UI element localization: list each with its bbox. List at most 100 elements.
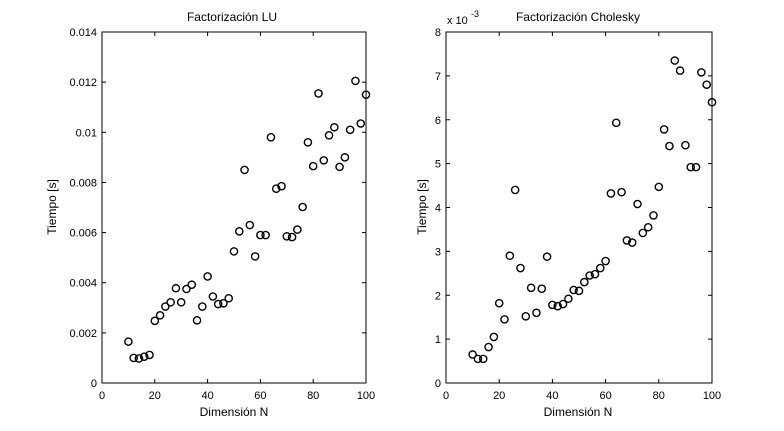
cholesky-data-point <box>580 277 589 287</box>
lu-x-tick-label: 0 <box>99 390 105 402</box>
cholesky-y-tick-label: 6 <box>435 115 441 127</box>
lu-data-point <box>345 125 355 135</box>
cholesky-y-tick-label: 1 <box>435 334 441 346</box>
lu-data-point <box>356 119 366 128</box>
cholesky-x-tick-label: 20 <box>493 390 505 402</box>
cholesky-data-point <box>654 182 664 192</box>
lu-x-tick-label: 40 <box>201 390 213 402</box>
cholesky-x-tick-label: 80 <box>653 390 665 402</box>
cholesky-data-point <box>622 236 632 245</box>
lu-data-point <box>340 153 350 162</box>
cholesky-y-tick-label: 8 <box>435 27 441 39</box>
lu-data-point <box>171 283 181 293</box>
lu-y-tick-label: 0.004 <box>69 278 97 290</box>
cholesky-data-point <box>478 354 488 364</box>
cholesky-data-point <box>564 294 573 304</box>
lu-data-point <box>324 130 334 140</box>
panel-cholesky: Factorización Cholesky x 10 -3 0 20 40 60 80… <box>415 9 721 419</box>
cholesky-y-axis-label: Tiempo [s] <box>415 179 429 235</box>
lu-data-point <box>245 220 255 230</box>
lu-data-point <box>182 284 191 294</box>
lu-data-point <box>203 272 212 281</box>
lu-y-tick-label: 0 <box>91 378 97 390</box>
cholesky-data-point <box>569 285 578 295</box>
lu-data-point <box>314 89 323 98</box>
lu-x-tick-label: 20 <box>149 390 161 402</box>
cholesky-data-point <box>670 56 680 65</box>
cholesky-data-point <box>574 286 584 296</box>
cholesky-x-tick-label: 60 <box>599 390 611 402</box>
cholesky-data-point <box>617 187 626 197</box>
cholesky-y-tick-label: 2 <box>435 290 441 302</box>
lu-data-point <box>266 132 276 142</box>
lu-data-point <box>229 247 239 256</box>
lu-y-tick-label: 0.01 <box>76 127 97 139</box>
cholesky-y-tick-label: 4 <box>435 203 441 215</box>
lu-data-point <box>219 298 228 308</box>
lu-data-point <box>335 162 344 172</box>
cholesky-data-point <box>686 162 696 172</box>
cholesky-data-point <box>675 66 685 75</box>
lu-data-point <box>351 76 360 86</box>
cholesky-x-tick-label: 40 <box>546 390 558 402</box>
cholesky-data-point <box>697 68 706 77</box>
lu-data-point <box>124 337 133 346</box>
cholesky-exponent-base: x 10 <box>447 15 468 27</box>
lu-data-point <box>176 297 186 307</box>
lu-data-point <box>261 230 270 240</box>
cholesky-data-point <box>649 211 658 220</box>
cholesky-data-point <box>611 118 621 128</box>
lu-y-axis-label: Tiempo [s] <box>45 179 59 235</box>
lu-y-tick-label: 0.014 <box>69 27 97 39</box>
cholesky-data-point <box>516 263 525 273</box>
lu-data-point <box>319 156 329 165</box>
cholesky-data-point <box>590 269 600 279</box>
lu-data-point <box>145 350 154 360</box>
lu-data-point <box>287 232 297 242</box>
cholesky-data-point <box>643 222 653 232</box>
lu-data-point <box>282 232 292 241</box>
cholesky-data-point <box>633 199 642 209</box>
cholesky-data-point <box>558 299 568 309</box>
cholesky-data-point <box>489 332 499 342</box>
lu-data-point <box>208 292 218 301</box>
lu-data-point <box>330 122 339 132</box>
cholesky-points <box>468 56 717 364</box>
chart-title-lu: Factorización LU <box>187 10 277 24</box>
lu-axes-box <box>101 31 367 384</box>
lu-y-tick-label: 0.008 <box>69 177 97 189</box>
lu-x-tick-label: 60 <box>254 390 266 402</box>
lu-data-point <box>271 184 281 193</box>
cholesky-data-point <box>542 252 552 261</box>
lu-x-tick-label: 80 <box>307 390 319 402</box>
cholesky-data-point <box>691 162 701 172</box>
lu-data-point <box>161 302 170 311</box>
lu-data-point <box>198 302 207 311</box>
lu-y-tick-label: 0.002 <box>69 328 97 340</box>
lu-points <box>124 76 371 363</box>
lu-data-point <box>187 280 197 290</box>
lu-data-point <box>256 230 265 240</box>
cholesky-data-point <box>494 298 504 308</box>
chart-title-cholesky: Factorización Cholesky <box>516 10 640 24</box>
lu-data-point <box>166 297 175 307</box>
lu-data-point <box>213 299 223 309</box>
cholesky-exponent-power: -3 <box>471 9 479 19</box>
lu-data-point <box>192 316 202 325</box>
cholesky-data-point <box>659 125 669 134</box>
lu-data-point <box>293 225 302 234</box>
cholesky-data-point <box>606 189 616 198</box>
cholesky-data-point <box>595 263 605 273</box>
lu-data-point <box>240 165 249 175</box>
lu-data-point <box>134 354 144 363</box>
cholesky-y-tick-label: 0 <box>435 378 441 390</box>
cholesky-y-tick-label: 7 <box>435 71 441 83</box>
lu-data-point <box>234 227 244 236</box>
lu-y-tick-label: 0.006 <box>69 228 97 240</box>
cholesky-data-point <box>526 283 536 293</box>
cholesky-data-point <box>505 251 515 261</box>
cholesky-data-point <box>532 308 541 318</box>
cholesky-data-point <box>627 238 637 247</box>
